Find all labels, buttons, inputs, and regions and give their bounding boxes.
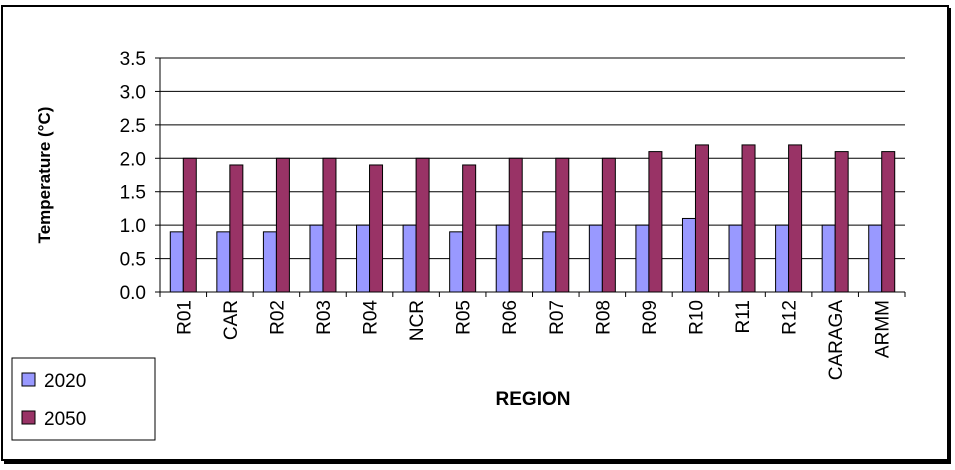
- bar: [402, 224, 417, 293]
- bar: [542, 231, 557, 293]
- x-tick-label: R07: [547, 300, 568, 335]
- y-tick-label: 3.0: [120, 82, 146, 103]
- bar: [741, 144, 756, 293]
- bar: [694, 144, 709, 293]
- x-tick-label: R03: [314, 300, 335, 335]
- legend-label: 2020: [44, 371, 86, 392]
- legend-label: 2050: [44, 409, 86, 430]
- bar: [495, 224, 510, 293]
- bar: [462, 164, 477, 293]
- x-tick-label: R06: [500, 300, 521, 335]
- bar: [229, 164, 244, 293]
- bar: [275, 157, 290, 293]
- bar: [601, 157, 616, 293]
- y-tick-label: 2.5: [120, 116, 146, 137]
- bar: [555, 157, 570, 293]
- x-tick-label: R02: [267, 300, 288, 335]
- legend-swatch: [21, 372, 36, 387]
- x-tick-label: CARAGA: [826, 300, 847, 381]
- y-tick-label: 1.0: [120, 216, 146, 237]
- bar: [508, 157, 523, 293]
- x-tick-label: R08: [593, 300, 614, 335]
- x-tick-label: R05: [454, 300, 475, 335]
- bar: [309, 224, 324, 293]
- bar: [775, 224, 790, 293]
- x-tick-label: R09: [640, 300, 661, 335]
- y-tick-label: 2.0: [120, 149, 146, 170]
- x-tick-label: ARMM: [873, 300, 894, 358]
- y-tick-label: 1.5: [120, 183, 146, 204]
- legend-box: [11, 357, 156, 441]
- y-tick-label: 0.0: [120, 283, 146, 304]
- bar: [356, 224, 371, 293]
- bar: [648, 151, 663, 293]
- bar: [881, 151, 896, 293]
- x-tick-label: R01: [174, 300, 195, 335]
- y-tick-label: 3.5: [120, 49, 146, 70]
- x-tick-label: R10: [686, 300, 707, 335]
- bar: [369, 164, 384, 293]
- y-tick-label: 0.5: [120, 250, 146, 271]
- x-tick-label: R12: [780, 300, 801, 335]
- bar: [821, 224, 836, 293]
- y-axis-label: Temperature (°C): [35, 107, 54, 244]
- x-axis-label: REGION: [496, 389, 571, 410]
- x-tick-label: R04: [361, 300, 382, 335]
- x-tick-label: CAR: [221, 300, 242, 340]
- bar: [834, 151, 849, 293]
- bar: [449, 231, 464, 293]
- bar: [635, 224, 650, 293]
- bar: [868, 224, 883, 293]
- legend-swatch: [21, 410, 36, 425]
- x-tick-label: NCR: [407, 300, 428, 341]
- bar: [415, 157, 430, 293]
- bar: [169, 231, 184, 293]
- x-tick-label: R11: [733, 300, 754, 333]
- bar: [728, 224, 743, 293]
- bar: [788, 144, 803, 293]
- bar: [182, 157, 197, 293]
- bar: [216, 231, 231, 293]
- bar: [262, 231, 277, 293]
- bar: [322, 157, 337, 293]
- bar: [681, 217, 696, 293]
- bar: [588, 224, 603, 293]
